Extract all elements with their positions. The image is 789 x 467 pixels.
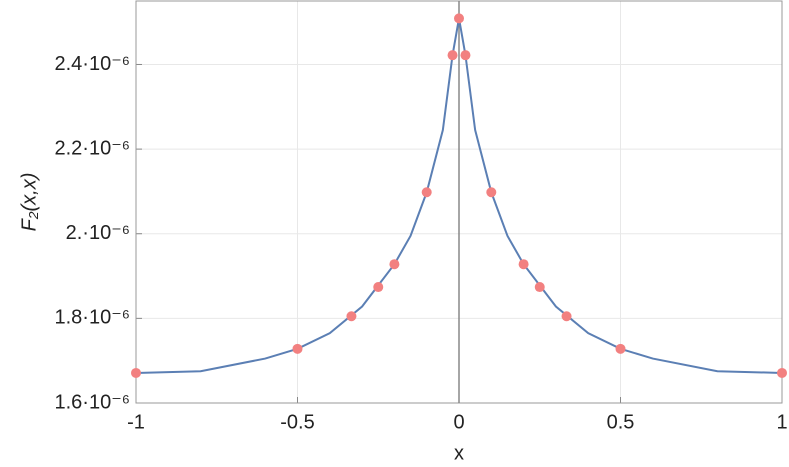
data-point bbox=[534, 282, 545, 293]
data-point bbox=[373, 282, 384, 293]
y-tick-label: 2.2·10⁻⁶ bbox=[55, 137, 131, 159]
data-point bbox=[561, 311, 572, 322]
data-point bbox=[131, 367, 141, 378]
data-point bbox=[447, 50, 458, 61]
data-point bbox=[518, 259, 529, 270]
data-point bbox=[777, 367, 787, 378]
data-point bbox=[486, 187, 497, 198]
data-point bbox=[460, 50, 471, 61]
x-axis-label: x bbox=[454, 442, 464, 464]
data-point bbox=[615, 343, 626, 354]
data-point bbox=[292, 343, 303, 354]
data-point bbox=[389, 259, 400, 270]
data-point bbox=[454, 13, 464, 24]
data-point bbox=[421, 187, 432, 198]
x-tick-label: 0 bbox=[453, 411, 464, 433]
y-tick-label: 1.8·10⁻⁶ bbox=[55, 307, 131, 329]
y-axis-label: F₂(x,x) bbox=[18, 173, 40, 232]
x-tick-label: 1 bbox=[776, 411, 787, 433]
x-tick-label: 0.5 bbox=[607, 411, 635, 433]
x-tick-label: -1 bbox=[127, 411, 145, 433]
y-tick-label: 2.·10⁻⁶ bbox=[66, 222, 130, 244]
y-tick-label: 2.4·10⁻⁶ bbox=[55, 53, 131, 75]
y-tick-label: 1.6·10⁻⁶ bbox=[55, 391, 131, 413]
data-point bbox=[346, 311, 357, 322]
x-tick-label: -0.5 bbox=[280, 411, 314, 433]
